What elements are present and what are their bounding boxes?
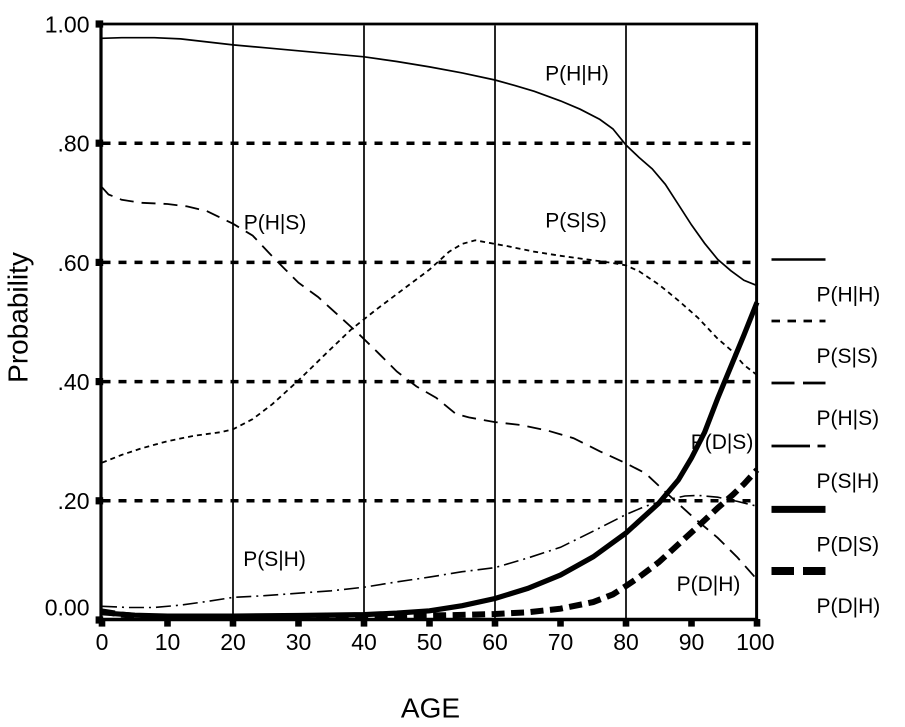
svg-text:60: 60 [482, 629, 508, 655]
svg-text:P(S|S): P(S|S) [817, 345, 878, 368]
svg-text:P(H|S): P(H|S) [244, 212, 307, 235]
svg-text:P(H|H): P(H|H) [817, 284, 881, 307]
svg-text:1.00: 1.00 [45, 11, 90, 37]
svg-text:Probability: Probability [3, 252, 34, 383]
svg-text:0.00: 0.00 [45, 595, 90, 621]
svg-text:40: 40 [351, 629, 377, 655]
svg-text:P(D|S): P(D|S) [691, 431, 754, 454]
svg-text:20: 20 [220, 629, 246, 655]
svg-text:80: 80 [613, 629, 639, 655]
svg-text:30: 30 [286, 629, 312, 655]
svg-text:.40: .40 [58, 369, 90, 395]
svg-text:P(D|H): P(D|H) [817, 595, 881, 618]
svg-text:P(D|S): P(D|S) [817, 533, 880, 556]
svg-text:P(S|H): P(S|H) [817, 470, 880, 493]
svg-text:90: 90 [679, 629, 705, 655]
svg-text:P(H|H): P(H|H) [545, 63, 609, 86]
svg-text:10: 10 [155, 629, 181, 655]
svg-text:0: 0 [96, 629, 109, 655]
svg-text:P(D|H): P(D|H) [677, 573, 741, 596]
svg-text:.60: .60 [58, 250, 90, 276]
svg-text:.80: .80 [58, 131, 90, 157]
svg-text:70: 70 [548, 629, 574, 655]
svg-text:P(S|H): P(S|H) [243, 548, 306, 571]
svg-text:AGE: AGE [401, 693, 460, 723]
svg-text:50: 50 [417, 629, 443, 655]
svg-text:.20: .20 [58, 488, 90, 514]
svg-text:P(H|S): P(H|S) [817, 407, 880, 430]
svg-text:P(S|S): P(S|S) [545, 210, 606, 233]
svg-text:100: 100 [736, 629, 774, 655]
